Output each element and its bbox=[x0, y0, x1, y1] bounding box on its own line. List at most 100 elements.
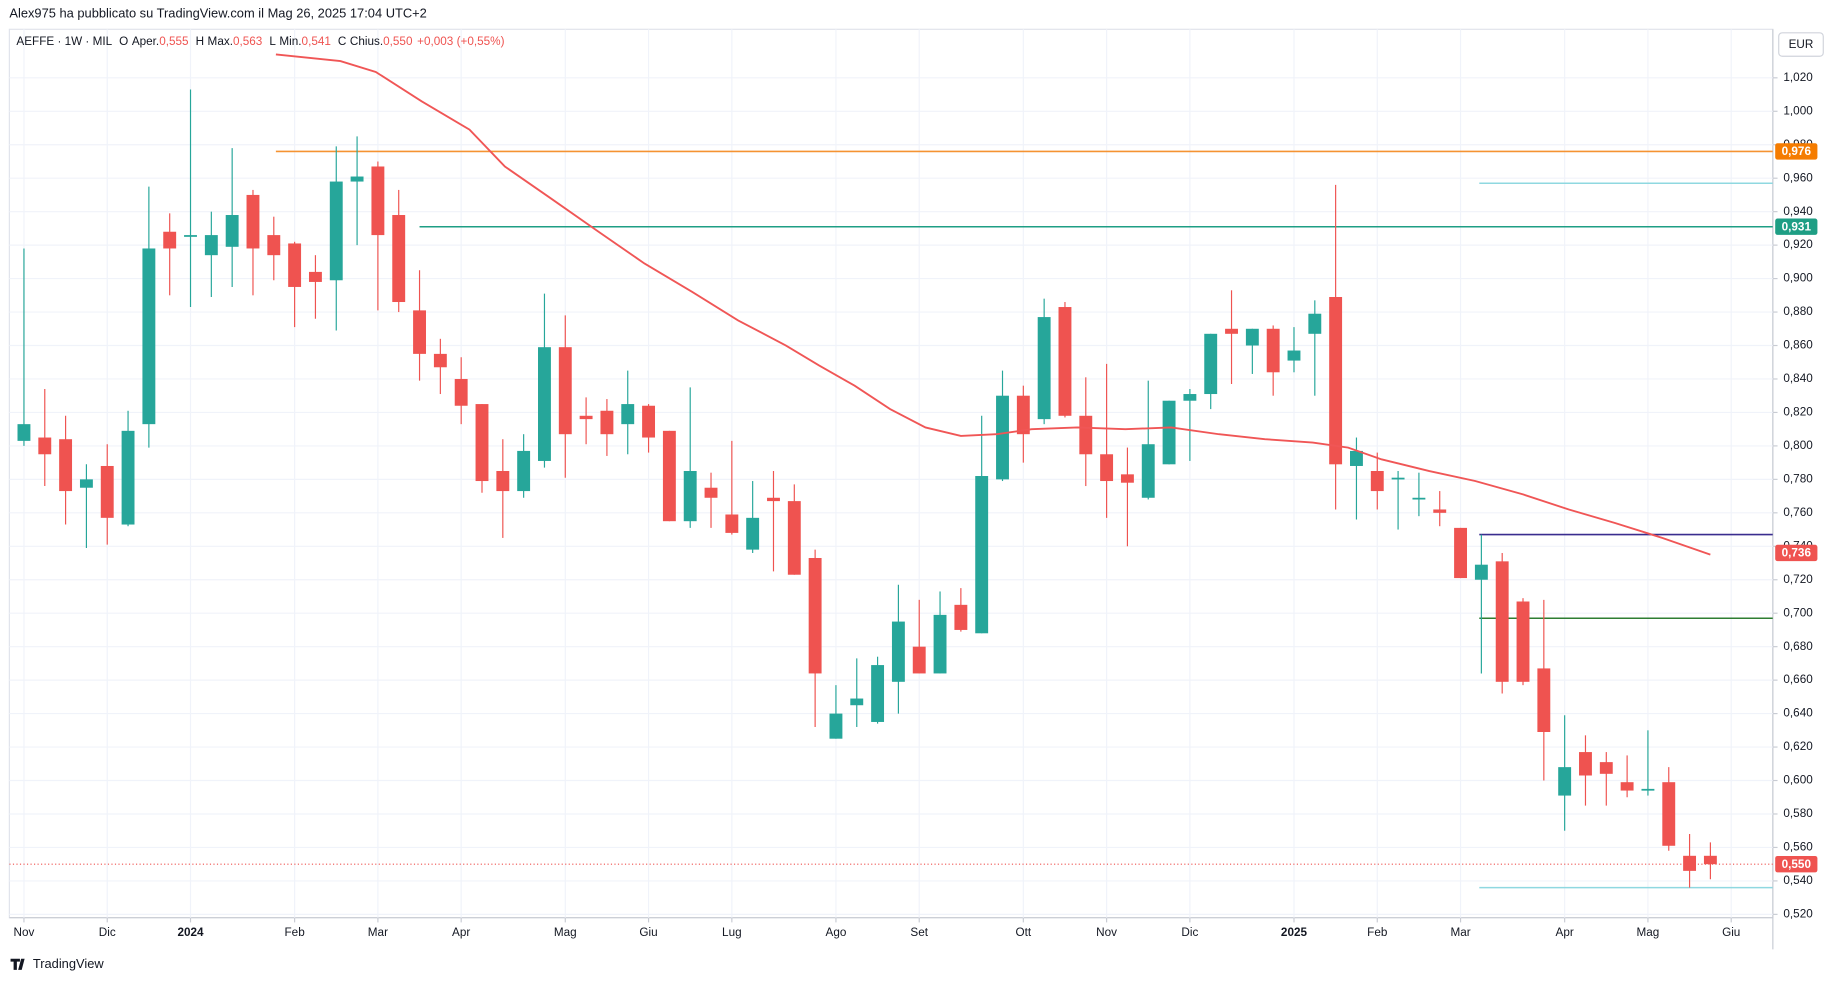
legend-change: +0,003 (+0,55%) bbox=[417, 35, 504, 48]
y-tick-label: 0,720 bbox=[1783, 573, 1813, 586]
candle-body bbox=[1474, 564, 1488, 580]
legend-name: Min. bbox=[279, 35, 301, 48]
price-badge bbox=[1775, 143, 1818, 160]
price-badge bbox=[1775, 218, 1818, 235]
x-tick-label: Giu bbox=[639, 926, 657, 939]
candle-body bbox=[662, 430, 676, 522]
candle-body bbox=[1037, 317, 1051, 420]
candle-body bbox=[1183, 394, 1197, 401]
candle-body bbox=[204, 235, 218, 256]
candle-body bbox=[1620, 782, 1634, 791]
candle-body bbox=[1454, 527, 1468, 579]
y-tick-label: 0,620 bbox=[1783, 740, 1813, 753]
x-tick-label: Mag bbox=[1637, 926, 1660, 939]
y-tick-label: 0,660 bbox=[1783, 673, 1813, 686]
x-tick-label: Mar bbox=[1450, 926, 1470, 939]
candle-body bbox=[1204, 333, 1218, 395]
y-tick-label: 0,800 bbox=[1783, 439, 1813, 452]
candle-body bbox=[59, 439, 73, 492]
candle-body bbox=[1579, 752, 1592, 776]
candle-body bbox=[746, 517, 760, 550]
candle-body bbox=[1245, 328, 1259, 346]
x-tick-label: Feb bbox=[285, 926, 306, 939]
moving-average bbox=[275, 53, 1711, 556]
candle-body bbox=[1433, 509, 1447, 513]
candle-body bbox=[933, 614, 947, 674]
candle-body bbox=[433, 353, 447, 368]
candle-body bbox=[1599, 762, 1613, 774]
header: Alex975 ha pubblicato su TradingView.com… bbox=[9, 5, 426, 20]
candle-body bbox=[1516, 601, 1530, 682]
candle-body bbox=[787, 501, 801, 575]
x-tick-label: Ago bbox=[826, 926, 847, 939]
x-tick-label: Lug bbox=[722, 926, 742, 939]
x-tick-label: Apr bbox=[452, 926, 470, 939]
grid bbox=[9, 29, 1773, 918]
candle-body bbox=[225, 215, 239, 247]
candle-body bbox=[1662, 782, 1676, 846]
x-tick-label: Nov bbox=[1096, 926, 1117, 939]
y-tick-label: 1,000 bbox=[1783, 104, 1813, 117]
candle-body bbox=[371, 166, 385, 236]
candle-body bbox=[413, 310, 426, 354]
plot bbox=[9, 53, 1773, 889]
currency-box[interactable] bbox=[1778, 32, 1824, 57]
price-badge-label: 0,931 bbox=[1782, 220, 1812, 233]
candle-body bbox=[1162, 400, 1176, 465]
candle-body bbox=[1537, 668, 1551, 732]
candle-body bbox=[1016, 395, 1030, 435]
x-tick-label: Nov bbox=[14, 926, 35, 939]
candle-body bbox=[912, 646, 926, 674]
candle-body bbox=[350, 176, 364, 182]
logo-icon bbox=[10, 958, 25, 970]
candle-body bbox=[600, 410, 614, 435]
legend-key: L bbox=[269, 35, 276, 48]
y-tick-label: 0,580 bbox=[1783, 807, 1813, 820]
y-tick-label: 0,920 bbox=[1783, 238, 1813, 251]
candle-body bbox=[1370, 470, 1384, 492]
candle-body bbox=[392, 215, 406, 303]
candle-body bbox=[704, 487, 718, 498]
candle-body bbox=[1100, 454, 1114, 482]
y-tick-label: 0,880 bbox=[1783, 305, 1813, 318]
candle-body bbox=[850, 698, 864, 706]
candle-body bbox=[871, 665, 885, 722]
legend-value: 0,550 bbox=[383, 35, 413, 48]
candle-body bbox=[808, 557, 822, 674]
y-tick-label: 0,900 bbox=[1783, 272, 1813, 285]
candle-body bbox=[996, 395, 1009, 480]
candle-body bbox=[267, 235, 281, 256]
legend-symbol: AEFFE · 1W · MIL bbox=[16, 35, 112, 48]
candle-body bbox=[1079, 415, 1093, 455]
legend-value: 0,541 bbox=[302, 35, 331, 48]
x-tick-label: Apr bbox=[1556, 926, 1574, 939]
legend-key: H bbox=[196, 35, 204, 48]
candle-body bbox=[1391, 477, 1405, 480]
candle-body bbox=[975, 476, 989, 634]
legend-value: 0,563 bbox=[233, 35, 262, 48]
y-tick-label: 0,960 bbox=[1783, 171, 1813, 184]
y-tick-label: 0,560 bbox=[1783, 841, 1813, 854]
price-badge bbox=[1775, 855, 1818, 873]
y-tick-label: 0,820 bbox=[1783, 406, 1813, 419]
candle-body bbox=[184, 235, 197, 237]
footer-logo: TradingView bbox=[10, 956, 104, 971]
y-tick-label: 0,600 bbox=[1783, 774, 1813, 787]
candle-body bbox=[121, 430, 135, 525]
legend-key: C bbox=[338, 35, 347, 48]
candle-body bbox=[517, 450, 531, 492]
candle-body bbox=[329, 181, 343, 281]
candle-body bbox=[558, 347, 572, 435]
y-tick-label: 0,640 bbox=[1783, 707, 1813, 720]
candle-body bbox=[288, 243, 302, 287]
candle-body bbox=[38, 437, 52, 455]
candle-body bbox=[767, 497, 780, 502]
x-tick-label: Mar bbox=[368, 926, 388, 939]
candle-body bbox=[1350, 450, 1363, 466]
legend-key: O bbox=[119, 35, 128, 48]
candle-body bbox=[725, 514, 739, 533]
candle-body bbox=[17, 424, 31, 441]
candle-body bbox=[1558, 767, 1572, 796]
